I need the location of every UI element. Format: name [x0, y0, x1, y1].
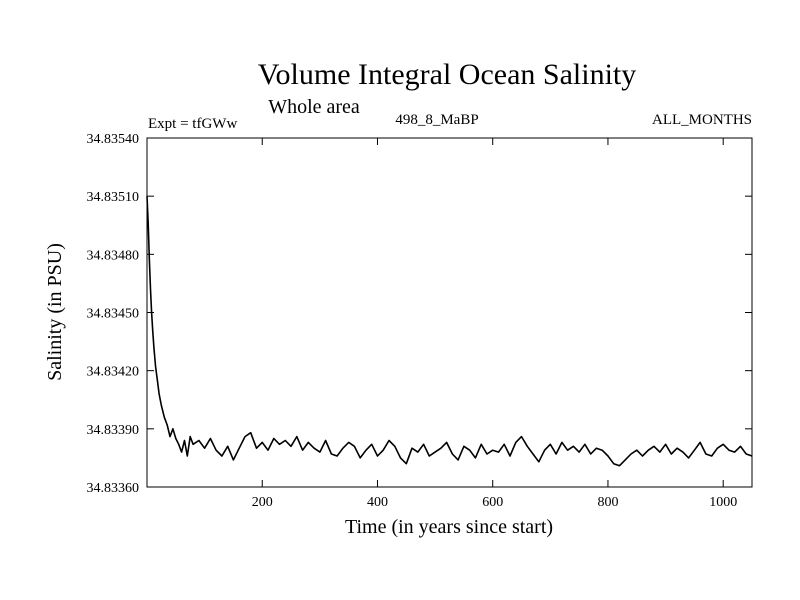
- x-tick-label: 800: [597, 495, 618, 510]
- chart-subtitle: Whole area: [268, 96, 360, 118]
- x-axis-ticks: 200 400 600 800 1000: [252, 138, 737, 510]
- salinity-series-line: [146, 196, 753, 467]
- y-axis-ticks: 34.83360 34.83390 34.83420 34.83450 34.83480…: [87, 132, 752, 496]
- x-tick-label: 400: [367, 495, 388, 510]
- months-label: ALL_MONTHS: [652, 112, 752, 128]
- experiment-label: Expt = tfGWw: [148, 116, 237, 132]
- x-tick-label: 600: [482, 495, 503, 510]
- y-tick-label: 34.83480: [87, 248, 140, 263]
- y-tick-label: 34.83450: [87, 307, 140, 322]
- chart-title: Volume Integral Ocean Salinity: [258, 58, 637, 91]
- y-tick-label: 34.83390: [87, 423, 140, 438]
- y-axis-label: Salinity (in PSU): [44, 243, 66, 381]
- y-tick-label: 34.83420: [87, 365, 140, 380]
- plot-frame: [146, 137, 753, 488]
- x-axis-label: Time (in years since start): [345, 516, 553, 538]
- x-tick-label: 1000: [709, 495, 737, 510]
- y-tick-label: 34.83540: [87, 132, 140, 147]
- y-tick-label: 34.83360: [87, 481, 140, 496]
- y-tick-label: 34.83510: [87, 190, 140, 205]
- x-tick-label: 200: [252, 495, 273, 510]
- run-label: 498_8_MaBP: [395, 112, 478, 128]
